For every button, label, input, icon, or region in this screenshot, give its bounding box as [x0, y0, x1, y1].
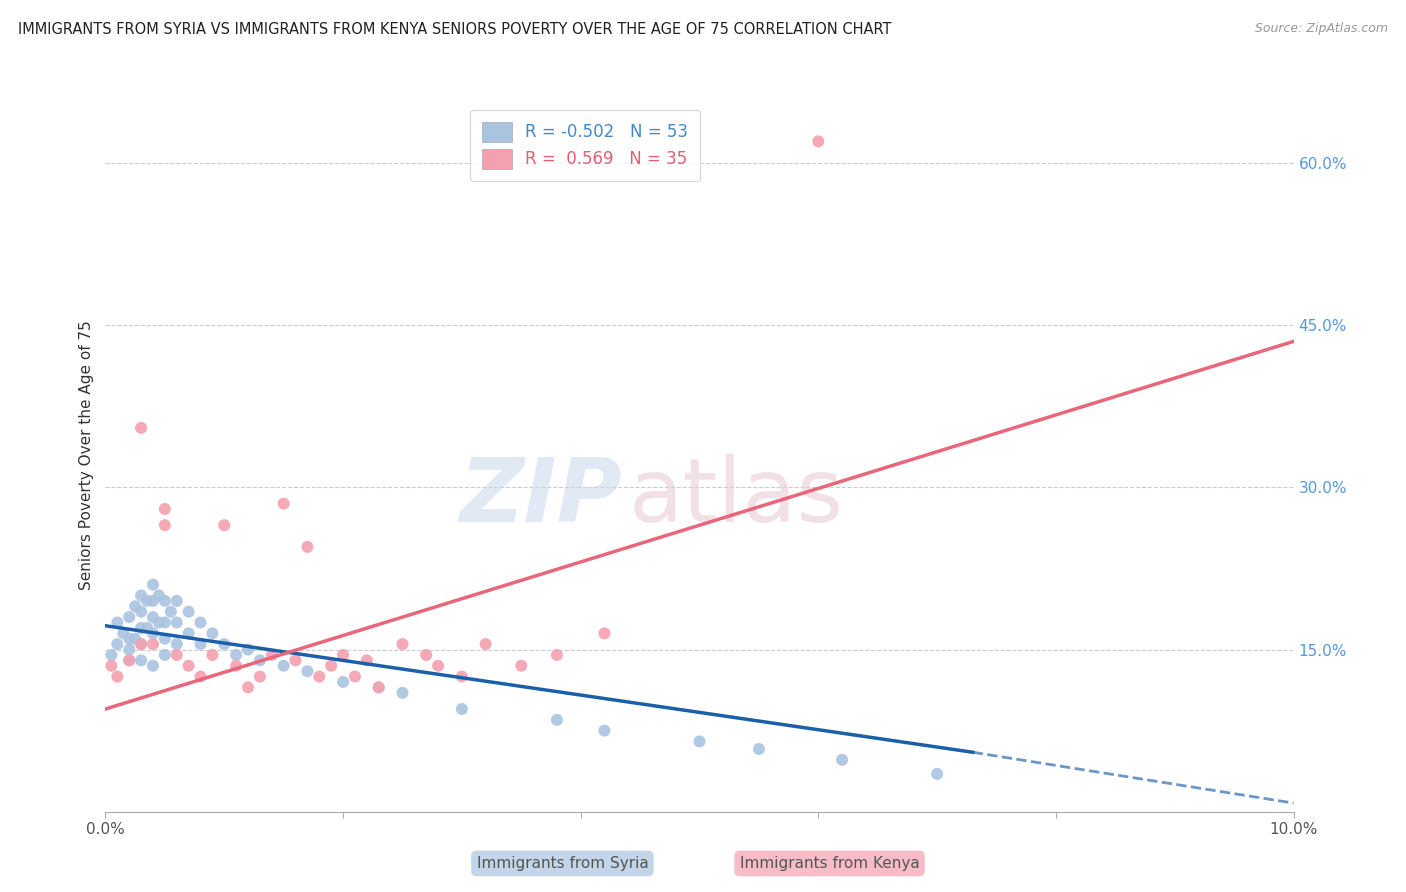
Point	[142, 637, 165, 651]
Point	[367, 681, 389, 695]
Point	[148, 589, 170, 603]
Point	[260, 648, 283, 662]
Point	[391, 686, 413, 700]
Point	[190, 669, 212, 683]
Point	[142, 658, 165, 673]
Point	[415, 648, 437, 662]
Point	[153, 648, 176, 662]
Point	[450, 669, 472, 683]
Point	[153, 615, 176, 630]
Point	[225, 658, 247, 673]
Point	[142, 626, 165, 640]
Point	[807, 134, 830, 148]
Point	[236, 642, 259, 657]
Point	[142, 610, 165, 624]
Point	[321, 658, 343, 673]
Point	[367, 681, 389, 695]
Point	[284, 653, 307, 667]
Point	[249, 653, 271, 667]
Point	[136, 621, 159, 635]
Legend: R = -0.502   N = 53, R =  0.569   N = 35: R = -0.502 N = 53, R = 0.569 N = 35	[470, 110, 700, 181]
Point	[105, 669, 128, 683]
Point	[177, 605, 200, 619]
Point	[201, 626, 224, 640]
Point	[148, 615, 170, 630]
Y-axis label: Seniors Poverty Over the Age of 75: Seniors Poverty Over the Age of 75	[79, 320, 94, 590]
Point	[118, 610, 141, 624]
Text: IMMIGRANTS FROM SYRIA VS IMMIGRANTS FROM KENYA SENIORS POVERTY OVER THE AGE OF 7: IMMIGRANTS FROM SYRIA VS IMMIGRANTS FROM…	[18, 22, 891, 37]
Point	[297, 664, 319, 678]
Point	[153, 594, 176, 608]
Point	[356, 653, 378, 667]
Point	[177, 658, 200, 673]
Point	[100, 648, 122, 662]
Point	[129, 637, 152, 651]
Point	[166, 615, 188, 630]
Point	[142, 594, 165, 608]
Point	[214, 637, 236, 651]
Point	[142, 577, 165, 591]
Point	[689, 734, 711, 748]
Text: ZIP: ZIP	[460, 454, 623, 541]
Point	[190, 615, 212, 630]
Point	[332, 675, 354, 690]
Point	[129, 421, 152, 435]
Point	[391, 637, 413, 651]
Point	[308, 669, 330, 683]
Point	[177, 626, 200, 640]
Point	[124, 632, 146, 646]
Point	[124, 599, 146, 614]
Point	[159, 605, 181, 619]
Point	[129, 605, 152, 619]
Point	[427, 658, 450, 673]
Point	[273, 658, 295, 673]
Point	[118, 642, 141, 657]
Point	[201, 648, 224, 662]
Point	[927, 767, 949, 781]
Point	[214, 518, 236, 533]
Point	[129, 637, 152, 651]
Point	[593, 626, 616, 640]
Point	[166, 637, 188, 651]
Point	[510, 658, 533, 673]
Text: Immigrants from Kenya: Immigrants from Kenya	[740, 856, 920, 871]
Point	[100, 658, 122, 673]
Point	[153, 518, 176, 533]
Point	[748, 742, 770, 756]
Point	[332, 648, 354, 662]
Point	[153, 632, 176, 646]
Point	[129, 621, 152, 635]
Point	[105, 637, 128, 651]
Point	[831, 753, 853, 767]
Text: Immigrants from Syria: Immigrants from Syria	[477, 856, 648, 871]
Point	[546, 648, 568, 662]
Point	[343, 669, 366, 683]
Point	[112, 626, 135, 640]
Point	[474, 637, 496, 651]
Point	[249, 669, 271, 683]
Point	[593, 723, 616, 738]
Point	[236, 681, 259, 695]
Point	[297, 540, 319, 554]
Point	[225, 648, 247, 662]
Point	[118, 653, 141, 667]
Text: atlas: atlas	[628, 454, 844, 541]
Point	[105, 615, 128, 630]
Point	[166, 594, 188, 608]
Point	[118, 653, 141, 667]
Point	[450, 702, 472, 716]
Point	[129, 653, 152, 667]
Point	[118, 632, 141, 646]
Point	[546, 713, 568, 727]
Text: Source: ZipAtlas.com: Source: ZipAtlas.com	[1254, 22, 1388, 36]
Point	[190, 637, 212, 651]
Point	[166, 648, 188, 662]
Point	[153, 502, 176, 516]
Point	[136, 594, 159, 608]
Point	[273, 497, 295, 511]
Point	[129, 589, 152, 603]
